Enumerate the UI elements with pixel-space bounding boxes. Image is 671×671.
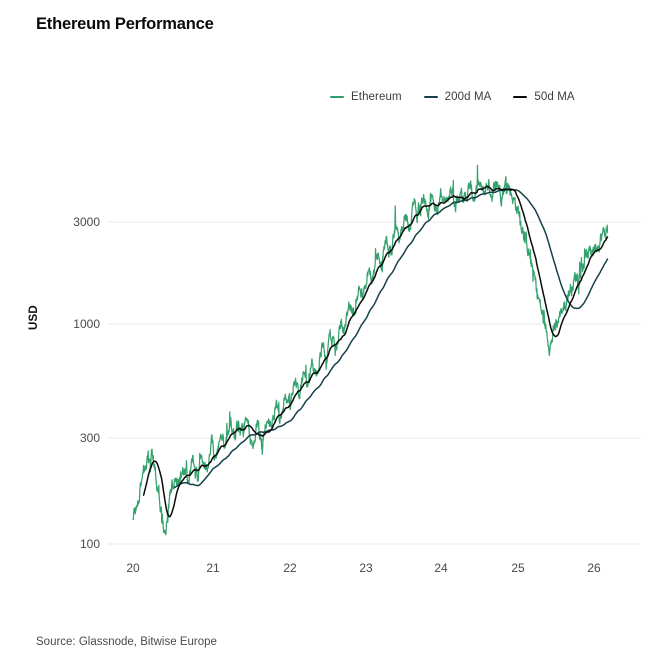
dash-icon — [330, 96, 344, 98]
x-tick-label: 25 — [511, 561, 525, 575]
dash-icon — [513, 96, 528, 98]
legend-item-200d-ma[interactable]: 200d MA — [423, 91, 492, 103]
x-tick-label: 22 — [283, 561, 297, 575]
series-line-50d-ma — [142, 185, 609, 518]
legend-label: 50d MA — [534, 91, 575, 103]
chart-gridlines — [108, 221, 641, 545]
y-tick-label: 1000 — [73, 317, 100, 331]
chart-series-layer — [132, 164, 609, 536]
dash-icon — [423, 96, 438, 98]
series-line-ethereum — [132, 164, 609, 536]
y-tick-label: 3000 — [73, 215, 100, 229]
y-axis-ticks: 3000 1000 300 100 — [42, 0, 100, 671]
y-tick-label: 300 — [79, 431, 100, 445]
page-title: Ethereum Performance — [36, 15, 214, 33]
legend-label: Ethereum — [351, 91, 402, 103]
x-tick-label: 21 — [206, 561, 220, 575]
y-tick-label: 100 — [79, 537, 100, 551]
series-line-200d-ma — [174, 188, 609, 489]
source-note: Source: Glassnode, Bitwise Europe — [36, 636, 217, 648]
legend-item-ethereum[interactable]: Ethereum — [330, 91, 402, 103]
x-tick-label: 24 — [434, 561, 448, 575]
x-tick-label: 20 — [126, 561, 140, 575]
x-tick-label: 23 — [359, 561, 373, 575]
x-tick-label: 26 — [587, 561, 601, 575]
legend-item-50d-ma[interactable]: 50d MA — [513, 91, 575, 103]
chart-legend: Ethereum 200d MA 50d MA — [330, 88, 630, 106]
legend-label: 200d MA — [444, 91, 492, 103]
